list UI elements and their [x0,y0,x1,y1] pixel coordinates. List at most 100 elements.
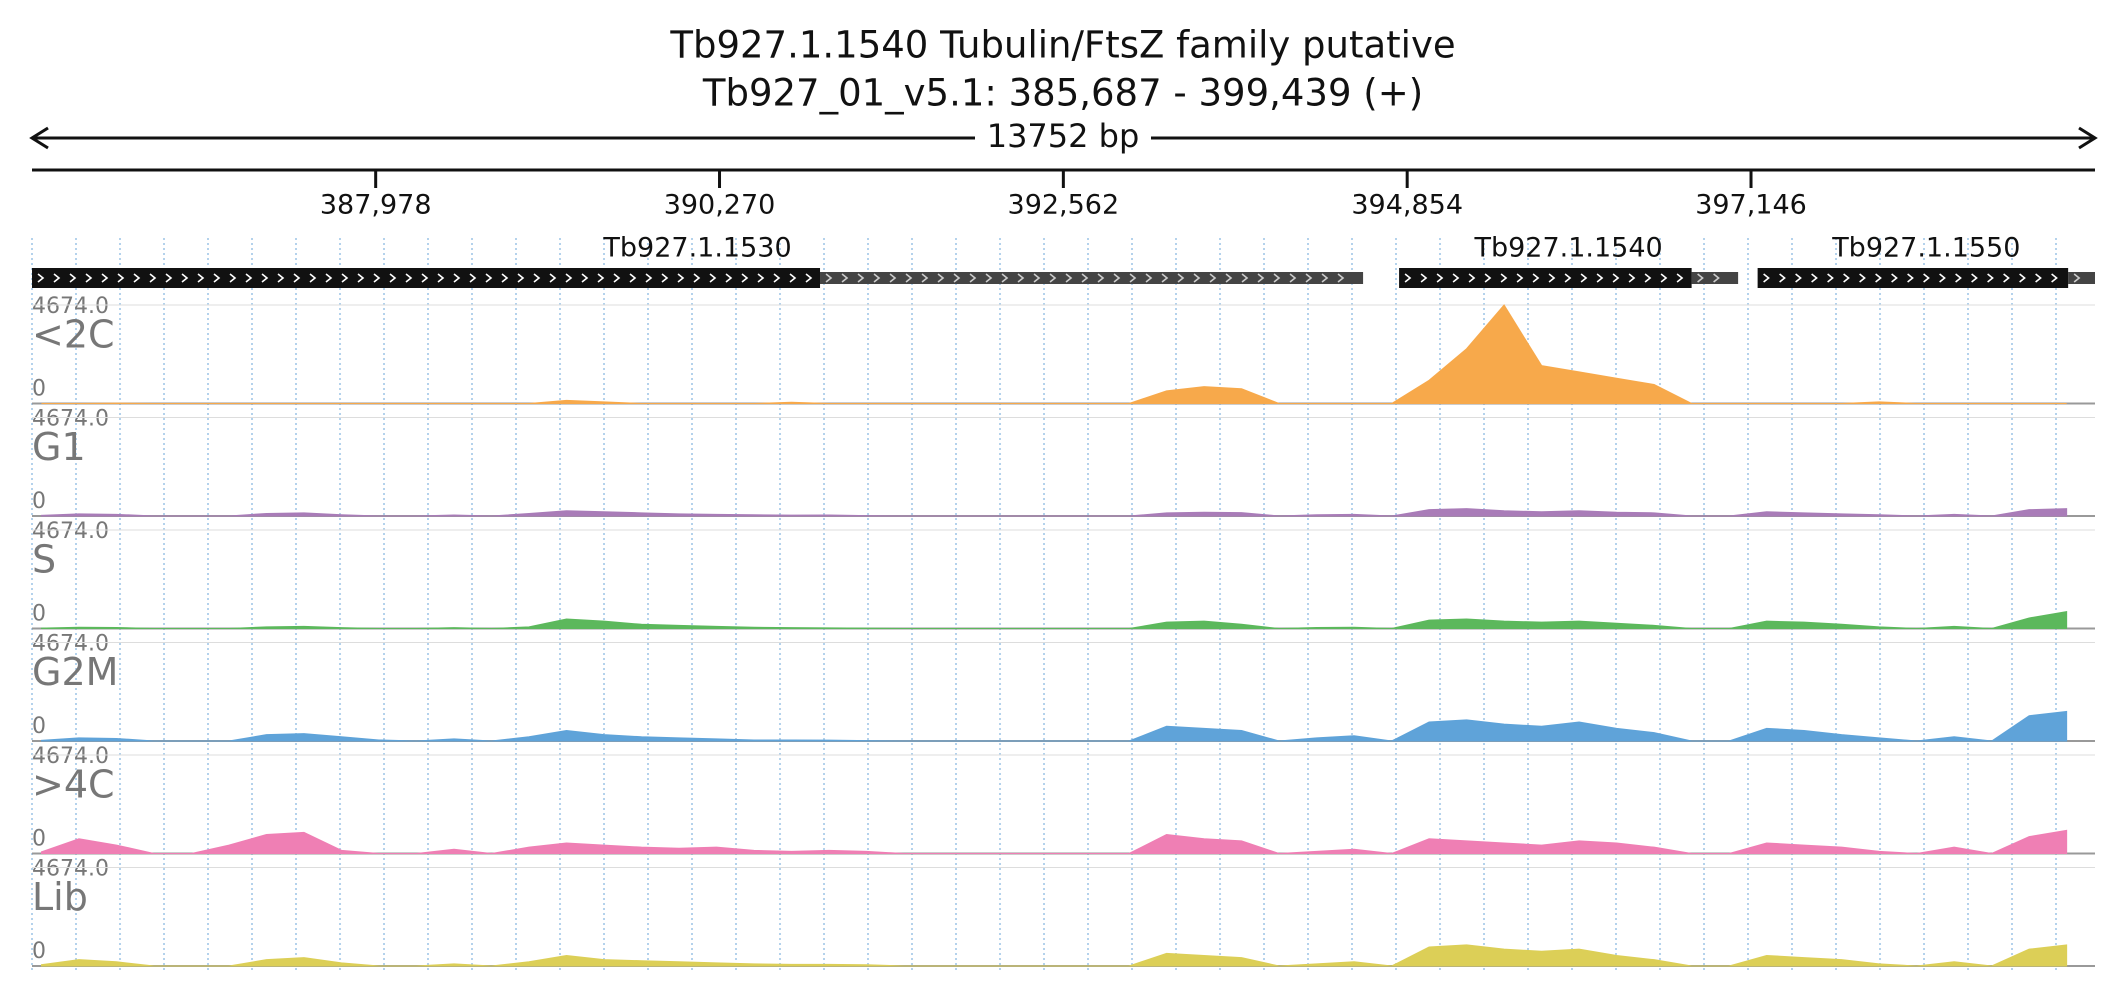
gene-utr [820,272,1364,284]
strand-arrow [1273,273,1281,283]
y-tick-label: 4674.0 [32,744,109,769]
strand-arrow [421,273,429,283]
strand-arrow [693,273,701,283]
strand-arrow [921,273,929,283]
strand-arrow [261,273,269,283]
x-tick-label: 387,978 [320,190,432,221]
strand-arrow [1145,273,1153,283]
strand-arrow [229,273,237,283]
strand-arrow [1580,273,1588,283]
strand-arrow [85,273,93,283]
track-name: >4C [32,763,115,807]
strand-arrow [597,273,605,283]
strand-arrow [373,273,381,283]
y-tick-label: 4674.0 [32,632,109,657]
y-tick-label: 0 [32,827,46,852]
strand-arrow [2003,273,2010,283]
strand-arrow [277,273,285,283]
strand-arrow [857,273,865,283]
strand-arrow [1779,273,1786,283]
strand-arrow [165,273,173,283]
strand-arrow [485,273,493,283]
y-tick-label: 4674.0 [32,294,109,319]
gene-utr [1691,272,1739,284]
strand-arrow [1987,273,1994,283]
strand-arrow [1939,273,1946,283]
strand-arrow [661,273,669,283]
x-tick-label: 392,562 [1008,190,1120,221]
track-name: S [32,538,56,582]
span-label: 13752 bp [987,117,1140,155]
strand-arrow [1548,273,1556,283]
strand-arrow [709,273,717,283]
strand-arrow [309,273,317,283]
strand-arrow [1612,273,1620,283]
strand-arrow [889,273,897,283]
strand-arrow [2035,273,2042,283]
strand-arrow [1697,273,1704,283]
strand-arrow [1532,273,1540,283]
x-tick-label: 390,270 [664,190,776,221]
strand-arrow [1436,273,1444,283]
strand-arrow [581,273,589,283]
strand-arrow [613,273,621,283]
gene-label: Tb927.1.1540 [1473,233,1662,264]
strand-arrow [841,273,849,283]
strand-arrow [341,273,349,283]
strand-arrow [1971,273,1978,283]
strand-arrow [773,273,781,283]
strand-arrow [133,273,141,283]
y-tick-label: 0 [32,714,46,739]
strand-arrow [1033,273,1041,283]
strand-arrow [1907,273,1914,283]
strand-arrow [533,273,541,283]
track-name: <2C [32,313,115,357]
strand-arrow [469,273,477,283]
strand-arrow [789,273,797,283]
strand-arrow [517,273,525,283]
coverage-area [40,829,2068,855]
strand-arrow [197,273,205,283]
coverage-area [41,304,2067,404]
strand-arrow [1763,273,1770,283]
track-name: G1 [32,425,86,469]
strand-arrow [873,273,881,283]
strand-arrow [1500,273,1508,283]
strand-arrow [325,273,333,283]
strand-arrow [1795,273,1802,283]
strand-arrow [1049,273,1057,283]
x-tick-label: 397,146 [1695,190,1807,221]
y-tick-label: 4674.0 [32,519,109,544]
strand-arrow [1875,273,1882,283]
strand-arrow [1564,273,1572,283]
strand-arrow [629,273,637,283]
strand-arrow [1289,273,1297,283]
strand-arrow [1065,273,1073,283]
strand-arrow [437,273,445,283]
strand-arrow [1420,273,1428,283]
strand-arrow [757,273,765,283]
ruler: 13752 bp [29,117,2098,172]
strand-arrow [1644,273,1652,283]
gene-label: Tb927.1.1530 [602,233,791,264]
span-arrows [29,126,2098,150]
strand-arrow [1257,273,1265,283]
strand-arrow [1225,273,1233,283]
strand-arrow [53,273,61,283]
strand-arrow [741,273,749,283]
strand-arrow [293,273,301,283]
strand-arrow [1404,273,1412,283]
strand-arrow [1676,273,1684,283]
strand-arrow [937,273,945,283]
strand-arrow [69,273,77,283]
strand-arrow [1193,273,1201,283]
y-tick-label: 0 [32,489,46,514]
strand-arrow [453,273,461,283]
chart-subtitle: Tb927_01_v5.1: 385,687 - 399,439 (+) [702,72,1423,115]
strand-arrow [1811,273,1818,283]
strand-arrow [357,273,365,283]
strand-arrow [805,273,813,283]
strand-arrow [1161,273,1169,283]
strand-arrow [1241,273,1249,283]
